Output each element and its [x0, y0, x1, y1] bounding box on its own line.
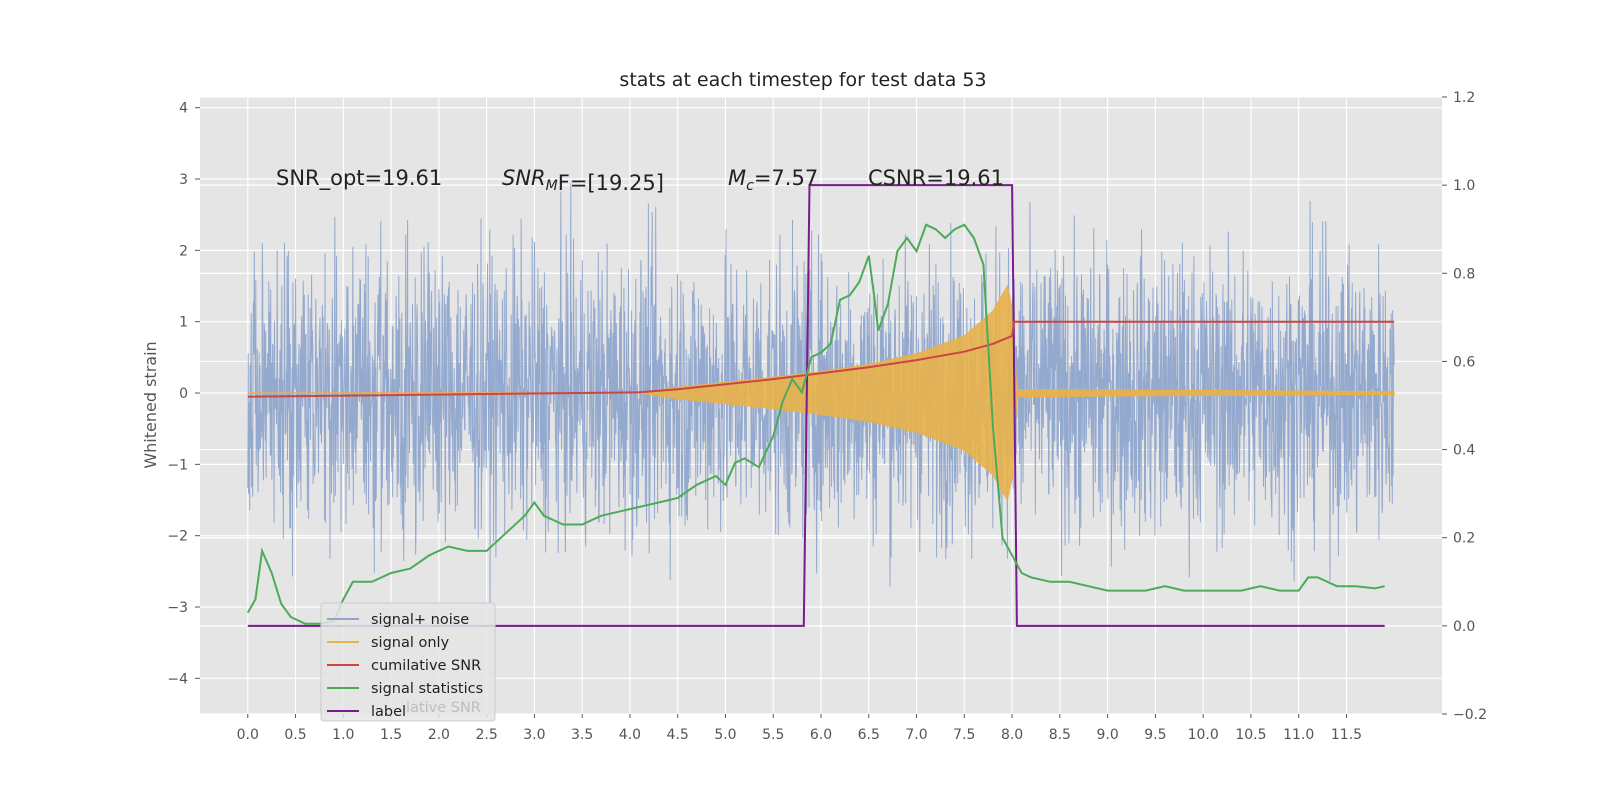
- x-tick-label: 0.0: [237, 727, 259, 743]
- legend: lative SNR signal+ noise signal only cumil…: [320, 602, 496, 722]
- x-tick-label: 4.5: [667, 727, 689, 743]
- mc-annotation: Mc=7.57: [728, 166, 818, 194]
- signal-statistics-line: [246, 223, 1385, 625]
- x-tick-label: 0.5: [284, 727, 306, 743]
- mc-main: M: [728, 166, 746, 190]
- y-tick-label: −2: [167, 529, 188, 545]
- x-tick-label: 8.0: [1001, 727, 1023, 743]
- x-tick-label: 1.0: [332, 727, 354, 743]
- x-tick-label: 4.0: [619, 727, 641, 743]
- legend-entry-label: signal statistics: [371, 681, 483, 697]
- y-tick-label: −4: [167, 671, 188, 687]
- x-tick-label: 1.5: [380, 727, 402, 743]
- snr-mf-main: SNR: [502, 166, 546, 190]
- y2-tick-label: 0.8: [1453, 266, 1475, 282]
- y-tick-label: 1: [179, 315, 188, 331]
- x-tick-label: 8.5: [1049, 727, 1071, 743]
- y-tick-labels: 4 3 2 1 0 −1 −2 −3 −4: [167, 101, 200, 687]
- legend-entry-label: signal only: [371, 635, 450, 651]
- legend-box: [320, 602, 496, 722]
- y2-tick-label: 1.2: [1453, 90, 1475, 106]
- y-axis-label: Whitened strain: [141, 341, 160, 468]
- legend-entry-label: cumilative SNR: [371, 658, 481, 674]
- x-tick-label: 5.5: [762, 727, 784, 743]
- mc-sub: c: [746, 178, 754, 194]
- signal-only-series: [247, 284, 1395, 502]
- y2-tick-label: 0.2: [1453, 531, 1475, 547]
- annotations: SNR_opt=19.61 SNRMF=[19.25] Mc=7.57 CSNR…: [276, 166, 1004, 195]
- y-tick-label: 0: [179, 386, 188, 402]
- x-tick-label: 9.0: [1096, 727, 1118, 743]
- x-tick-label: 3.5: [571, 727, 593, 743]
- x-tick-label: 9.5: [1144, 727, 1166, 743]
- y2-tick-label: 0.4: [1453, 443, 1475, 459]
- x-tick-labels: 0.0 0.5 1.0 1.5 2.0 2.5 3.0 3.5 4.0 4.5 5.0 5.5 6.0 6…: [237, 714, 1362, 743]
- y-tick-label: −1: [167, 457, 188, 473]
- legend-entry-label: label: [371, 704, 406, 720]
- statistic-lines: [246, 184, 1395, 627]
- y2-tick-label: 1.0: [1453, 178, 1475, 194]
- x-tick-label: 2.5: [475, 727, 497, 743]
- y-tick-label: −3: [167, 600, 188, 616]
- snr-mf-annotation: SNRMF=[19.25]: [502, 166, 664, 195]
- cumulative-snr-line: [247, 320, 1395, 398]
- chart-title: stats at each timestep for test data 53: [619, 69, 986, 91]
- snr-mf-sub: M: [546, 178, 558, 194]
- y-tick-label: 3: [179, 172, 188, 188]
- y2-tick-labels: 1.2 1.0 0.8 0.6 0.4 0.2 0.0 −0.2: [1442, 90, 1487, 723]
- axes: Whitened strain: [141, 341, 160, 468]
- x-tick-label: 11.0: [1283, 727, 1314, 743]
- x-tick-label: 5.0: [714, 727, 736, 743]
- legend-hidden-entry: lative SNR: [406, 700, 481, 716]
- label-line: [247, 184, 1385, 627]
- y-tick-label: 4: [179, 101, 188, 117]
- x-tick-label: 6.0: [810, 727, 832, 743]
- snr-mf-rest: F=[19.25]: [558, 171, 664, 195]
- y-tick-label: 2: [179, 243, 188, 259]
- x-tick-label: 6.5: [858, 727, 880, 743]
- legend-items: signal+ noise signal only cumilative SNR si…: [327, 612, 483, 720]
- x-tick-label: 10.0: [1188, 727, 1219, 743]
- x-tick-label: 7.0: [905, 727, 927, 743]
- x-tick-label: 3.0: [523, 727, 545, 743]
- snr-opt-annotation: SNR_opt=19.61: [276, 166, 442, 191]
- legend-entry-label: signal+ noise: [371, 612, 469, 628]
- y2-tick-label: 0.6: [1453, 354, 1475, 370]
- mc-rest: =7.57: [754, 166, 818, 190]
- x-tick-label: 7.5: [953, 727, 975, 743]
- x-tick-label: 2.0: [428, 727, 450, 743]
- y2-tick-label: −0.2: [1453, 707, 1487, 723]
- x-tick-label: 10.5: [1235, 727, 1266, 743]
- y2-tick-label: 0.0: [1453, 619, 1475, 635]
- csnr-annotation: CSNR=19.61: [868, 166, 1004, 190]
- x-tick-label: 11.5: [1331, 727, 1362, 743]
